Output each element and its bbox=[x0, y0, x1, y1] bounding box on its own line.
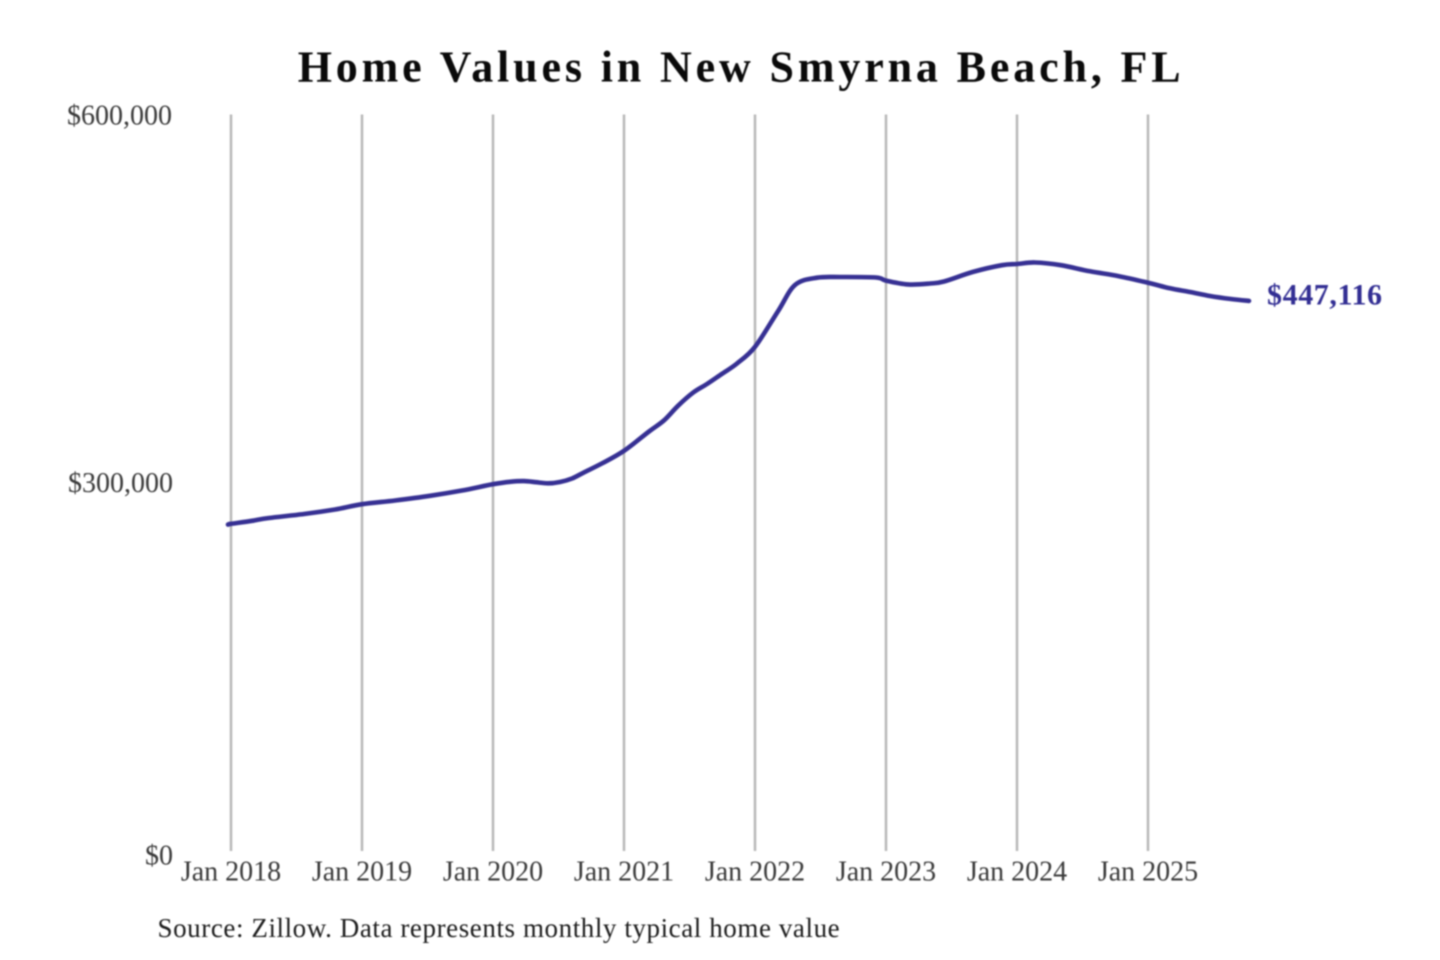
svg-text:Jan 2021: Jan 2021 bbox=[574, 856, 674, 887]
svg-text:$447,116: $447,116 bbox=[1267, 278, 1383, 311]
svg-text:Jan 2019: Jan 2019 bbox=[312, 856, 412, 887]
svg-text:Home Values in New Smyrna Beac: Home Values in New Smyrna Beach, FL bbox=[298, 43, 1185, 92]
svg-text:$0: $0 bbox=[145, 840, 173, 871]
svg-text:Jan 2018: Jan 2018 bbox=[181, 856, 281, 887]
svg-text:Jan 2025: Jan 2025 bbox=[1098, 856, 1198, 887]
svg-text:Jan 2022: Jan 2022 bbox=[705, 856, 805, 887]
svg-text:$300,000: $300,000 bbox=[68, 468, 173, 499]
svg-text:Jan 2020: Jan 2020 bbox=[443, 856, 543, 887]
svg-text:Source: Zillow. Data represent: Source: Zillow. Data represents monthly … bbox=[158, 913, 841, 943]
svg-text:$600,000: $600,000 bbox=[67, 100, 172, 131]
svg-text:Jan 2023: Jan 2023 bbox=[836, 856, 936, 887]
svg-text:Jan 2024: Jan 2024 bbox=[967, 856, 1067, 887]
